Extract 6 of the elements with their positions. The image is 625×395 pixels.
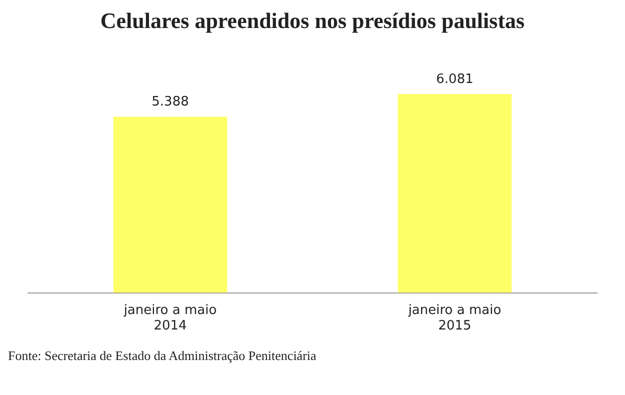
source-note: Fonte: Secretaria de Estado da Administração Penitenciária [8, 348, 318, 364]
data-label: 5.388 [152, 94, 189, 110]
x-tick-label: janeiro a maio 2014 [122, 302, 217, 334]
chart-title: Celulares apreendidos nos presídios paulistas [99, 8, 526, 34]
data-label: 6.081 [436, 72, 474, 87]
x-tick-label: janeiro a maio 2015 [407, 302, 502, 334]
